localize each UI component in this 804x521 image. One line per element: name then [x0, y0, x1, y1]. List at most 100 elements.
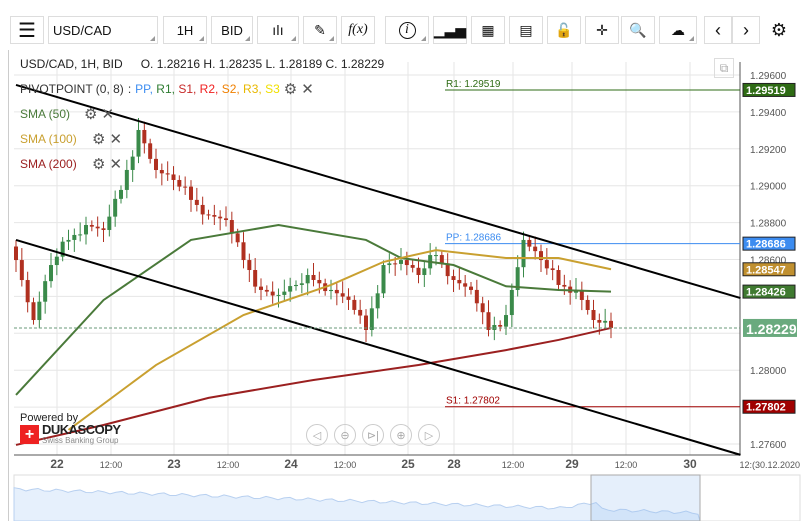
- candle: [352, 295, 357, 315]
- candle-body: [288, 286, 293, 292]
- info-button[interactable]: i: [385, 16, 429, 44]
- candle: [329, 279, 333, 300]
- candle-body: [235, 233, 240, 243]
- candle-body: [375, 293, 380, 309]
- period-select[interactable]: 1H: [163, 16, 207, 44]
- close-icon[interactable]: ✕: [109, 131, 123, 148]
- candle: [37, 291, 42, 329]
- candle: [66, 229, 71, 250]
- zoom-search-icon: 🔍: [629, 21, 647, 38]
- scroll-left-button[interactable]: ‹: [704, 16, 732, 44]
- candle-body: [89, 224, 94, 227]
- side-select[interactable]: BID: [211, 16, 253, 44]
- candle-body: [224, 218, 228, 221]
- x-tick-label: 12:00: [502, 460, 525, 470]
- candle: [60, 237, 65, 262]
- pan-right-icon[interactable]: ▷: [418, 424, 440, 446]
- volume-button[interactable]: ▁▃▅: [433, 16, 467, 44]
- candle-body: [54, 256, 59, 266]
- candle-body: [165, 173, 170, 175]
- popout-icon[interactable]: ⧉: [714, 58, 734, 78]
- draw-button[interactable]: ✎: [303, 16, 337, 44]
- candle: [142, 121, 147, 154]
- candle: [369, 296, 374, 337]
- close-icon[interactable]: ✕: [109, 156, 123, 173]
- candle: [364, 309, 368, 342]
- candle-body: [142, 129, 147, 144]
- candle-body: [399, 260, 403, 264]
- candle-body: [364, 315, 368, 330]
- candle: [399, 248, 403, 271]
- symbol-select[interactable]: USD/CAD: [48, 16, 158, 44]
- gear-icon[interactable]: ⚙: [84, 106, 98, 123]
- scroll-right-button[interactable]: ›: [732, 16, 760, 44]
- candle-body: [393, 263, 398, 265]
- candle-body: [579, 289, 584, 300]
- candle-body: [49, 265, 53, 282]
- close-icon[interactable]: ✕: [301, 81, 314, 98]
- candle-body: [562, 284, 567, 287]
- candle-body: [358, 309, 363, 316]
- y-tick-label: 1.29600: [750, 71, 787, 82]
- candle-body: [404, 260, 409, 266]
- pan-left-icon[interactable]: ◁: [306, 424, 328, 446]
- candle: [603, 308, 608, 330]
- candle: [78, 222, 83, 242]
- candle-body: [60, 241, 65, 257]
- crosshair-button[interactable]: ✛: [585, 16, 619, 44]
- calendar-button[interactable]: ▦: [471, 16, 505, 44]
- gear-icon[interactable]: ⚙: [283, 81, 298, 98]
- zoom-button[interactable]: 🔍: [621, 16, 655, 44]
- gear-icon: ⚙: [770, 19, 788, 40]
- candle: [463, 274, 468, 297]
- gear-icon[interactable]: ⚙: [92, 156, 106, 173]
- candle: [136, 117, 141, 164]
- candle-body: [212, 215, 217, 217]
- menu-button[interactable]: ☰: [10, 16, 44, 44]
- side-value: BID: [221, 22, 243, 38]
- candle: [533, 236, 538, 260]
- crosshair-icon: ✛: [596, 21, 608, 38]
- price-tag-r1-bg: [742, 82, 796, 97]
- gear-icon[interactable]: ⚙: [92, 131, 106, 148]
- report-button[interactable]: ▤: [509, 16, 543, 44]
- x-tick-label: 12:(30.12.2020: [739, 460, 800, 470]
- candle-body: [25, 280, 30, 303]
- pivot-item-r1: R1,: [156, 82, 179, 96]
- lock-button[interactable]: 🔓: [547, 16, 581, 44]
- candle-body: [247, 260, 252, 271]
- price-tag-sma-text: 1.28426: [746, 287, 786, 299]
- price-tag-sma: 1.28426: [742, 284, 796, 299]
- candle: [509, 283, 514, 328]
- zoom-in-icon[interactable]: ⊕: [390, 424, 412, 446]
- chart-type-button[interactable]: ıǀı: [257, 16, 299, 44]
- pivot-item-r3: R3,: [243, 82, 266, 96]
- price-tag-s1: 1.27802: [742, 399, 796, 414]
- candle-body: [329, 289, 333, 292]
- settings-button[interactable]: ⚙: [764, 16, 794, 44]
- candle: [119, 185, 123, 204]
- candle: [358, 299, 363, 324]
- candle-body: [533, 246, 538, 252]
- upload-cloud-icon: ☁: [671, 21, 685, 38]
- pivot-legend: PIVOTPOINT (0, 8) : PP, R1, S1, R2, S2, …: [20, 80, 314, 98]
- candle: [515, 255, 520, 297]
- candle: [346, 288, 351, 311]
- candle: [259, 278, 263, 301]
- candle: [200, 196, 205, 225]
- zoom-out-icon[interactable]: ⊖: [334, 424, 356, 446]
- reset-end-icon[interactable]: ⊳|: [362, 424, 384, 446]
- candle-body: [119, 189, 123, 199]
- indicators-button[interactable]: f(x): [341, 16, 375, 44]
- candle: [416, 257, 421, 284]
- close-icon[interactable]: ✕: [101, 106, 115, 123]
- upload-button[interactable]: ☁: [659, 16, 697, 44]
- candle: [451, 269, 456, 292]
- y-tick-label: 1.28800: [750, 219, 787, 230]
- candle: [609, 312, 613, 339]
- price-tag-sma: 1.28547: [742, 262, 796, 277]
- candle-body: [194, 199, 199, 205]
- candle-body: [340, 293, 345, 297]
- candle: [334, 283, 339, 306]
